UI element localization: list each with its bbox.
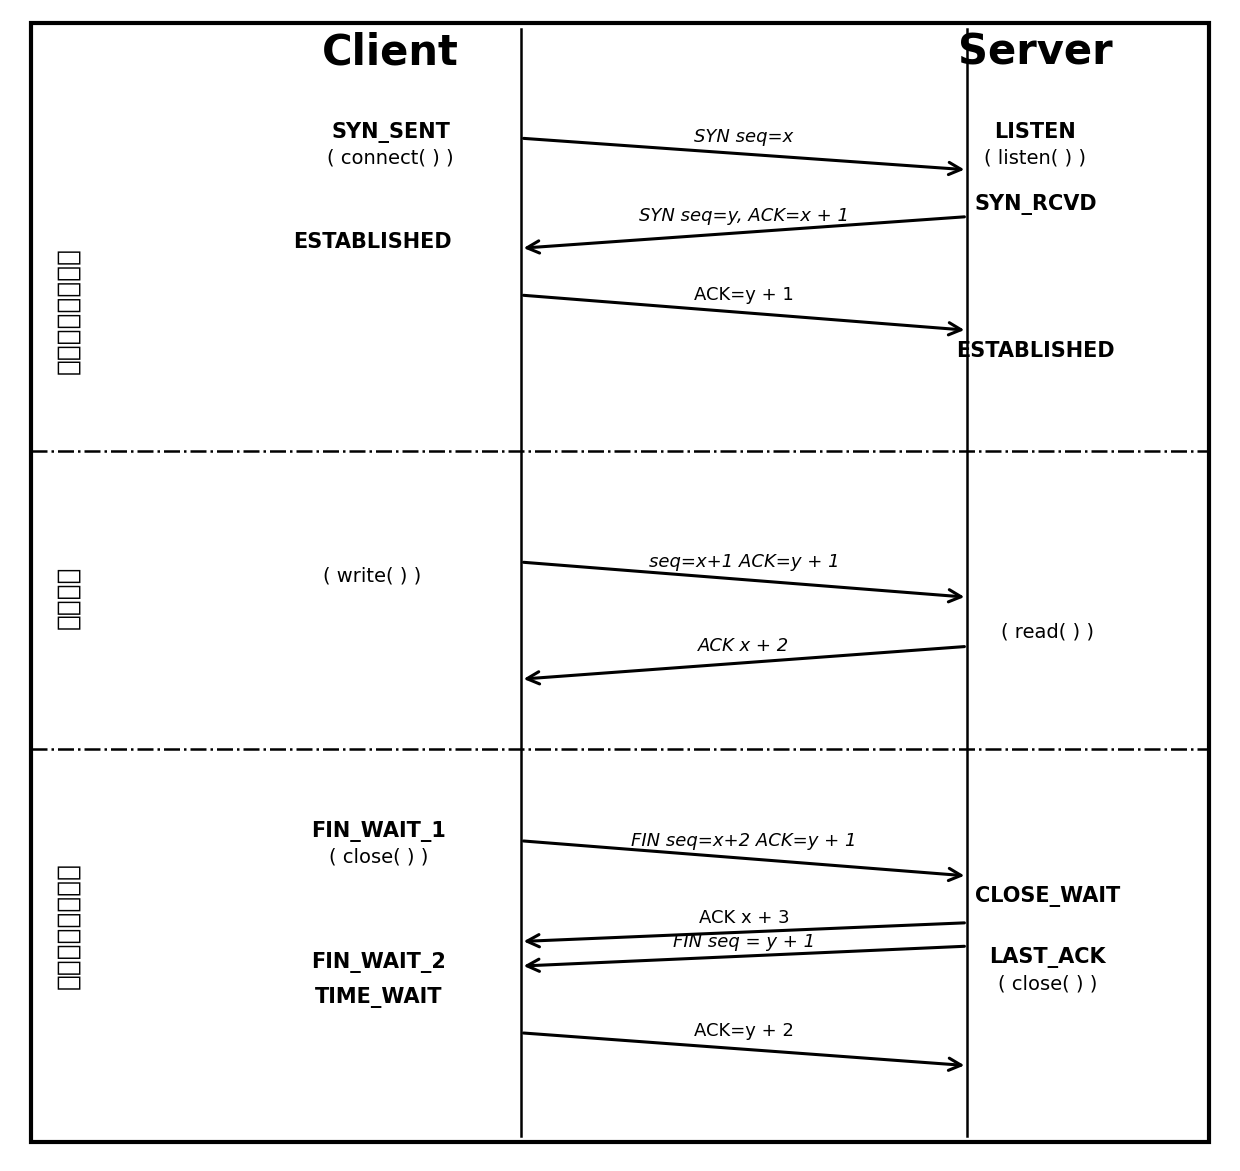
Text: FIN seq=x+2 ACK=y + 1: FIN seq=x+2 ACK=y + 1 xyxy=(631,833,857,850)
Text: ESTABLISHED: ESTABLISHED xyxy=(956,341,1115,362)
Text: 建立连接三次捣手: 建立连接三次捣手 xyxy=(56,247,81,374)
Text: ( connect( ) ): ( connect( ) ) xyxy=(327,149,454,167)
Text: CLOSE_WAIT: CLOSE_WAIT xyxy=(975,886,1121,908)
Text: FIN_WAIT_2: FIN_WAIT_2 xyxy=(311,952,445,973)
Text: ( write( ) ): ( write( ) ) xyxy=(322,567,422,586)
Text: ACK x + 3: ACK x + 3 xyxy=(698,910,790,927)
Text: ACK=y + 1: ACK=y + 1 xyxy=(694,287,794,304)
Text: SYN_SENT: SYN_SENT xyxy=(331,122,450,143)
Text: LISTEN: LISTEN xyxy=(994,122,1076,143)
Text: SYN_RCVD: SYN_RCVD xyxy=(975,194,1096,215)
Text: FIN_WAIT_1: FIN_WAIT_1 xyxy=(311,821,445,842)
Text: TIME_WAIT: TIME_WAIT xyxy=(315,987,441,1008)
Text: 断开连接四次捣手: 断开连接四次捣手 xyxy=(56,862,81,988)
Text: ESTABLISHED: ESTABLISHED xyxy=(293,232,451,253)
Text: ( read( ) ): ( read( ) ) xyxy=(1002,623,1094,642)
Text: ( close( ) ): ( close( ) ) xyxy=(329,848,428,867)
Text: ( close( ) ): ( close( ) ) xyxy=(998,974,1097,993)
Text: ( listen( ) ): ( listen( ) ) xyxy=(985,149,1086,167)
Text: 数据传输: 数据传输 xyxy=(56,566,81,629)
Text: Server: Server xyxy=(959,32,1112,74)
Text: seq=x+1 ACK=y + 1: seq=x+1 ACK=y + 1 xyxy=(649,554,839,571)
Text: ACK=y + 2: ACK=y + 2 xyxy=(694,1022,794,1040)
Text: SYN seq=x: SYN seq=x xyxy=(694,129,794,146)
Text: FIN seq = y + 1: FIN seq = y + 1 xyxy=(673,933,815,951)
Text: LAST_ACK: LAST_ACK xyxy=(990,947,1106,968)
Text: Client: Client xyxy=(322,32,459,74)
Text: SYN seq=y, ACK=x + 1: SYN seq=y, ACK=x + 1 xyxy=(639,207,849,225)
Text: ACK x + 2: ACK x + 2 xyxy=(698,637,790,655)
